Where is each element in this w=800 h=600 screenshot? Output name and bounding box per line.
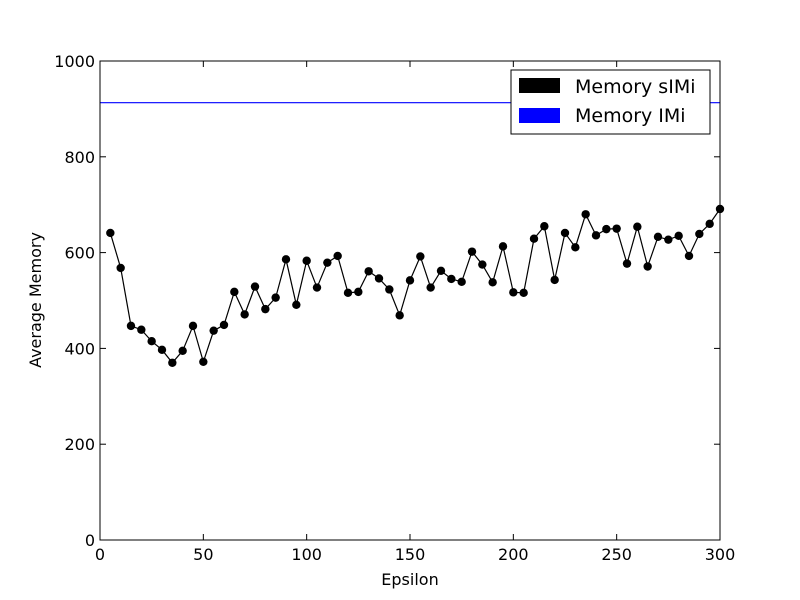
data-point <box>364 267 373 276</box>
data-point <box>168 358 177 367</box>
data-point <box>529 234 539 243</box>
data-point <box>188 321 198 331</box>
data-point <box>478 260 487 269</box>
data-point <box>591 231 601 240</box>
data-point <box>612 224 621 233</box>
legend-swatch-imi <box>519 108 560 123</box>
data-point <box>374 274 384 283</box>
y-tick-label: 0 <box>85 531 95 550</box>
y-tick-label: 400 <box>64 339 95 358</box>
data-point <box>602 224 611 234</box>
data-point <box>302 256 311 265</box>
x-tick-label: 100 <box>291 545 322 564</box>
data-point <box>622 259 632 268</box>
x-tick-label: 0 <box>95 545 105 564</box>
data-point <box>643 262 652 271</box>
x-tick-label: 250 <box>601 545 632 564</box>
data-point <box>137 325 146 334</box>
data-point <box>147 337 156 346</box>
data-point <box>385 285 394 294</box>
data-point <box>467 247 477 256</box>
data-point <box>633 222 642 231</box>
y-tick-label: 200 <box>64 435 95 454</box>
data-point <box>405 276 415 285</box>
data-point <box>209 326 218 335</box>
x-tick-label: 150 <box>395 545 426 564</box>
y-axis-label: Average Memory <box>26 232 45 368</box>
data-point <box>395 311 404 320</box>
y-tick-label: 800 <box>64 148 95 167</box>
data-point <box>178 346 187 355</box>
data-point <box>695 229 704 239</box>
data-point <box>106 228 115 238</box>
x-axis-label: Epsilon <box>381 570 438 589</box>
legend-swatch-simi <box>519 78 560 93</box>
series-line-0 <box>109 208 721 364</box>
data-point <box>426 283 435 292</box>
y-tick-label: 600 <box>64 244 95 263</box>
data-point <box>240 310 249 319</box>
legend-label-imi: Memory IMi <box>575 105 686 127</box>
data-point <box>261 304 270 314</box>
data-point <box>447 274 456 284</box>
data-point <box>550 275 559 285</box>
data-point <box>560 228 570 238</box>
data-point <box>199 357 208 367</box>
data-point <box>343 288 353 298</box>
plot-area <box>100 102 725 367</box>
legend: Memory sIMi Memory IMi <box>510 69 711 135</box>
data-point <box>684 251 694 261</box>
x-tick-label: 200 <box>498 545 529 564</box>
data-point <box>705 219 714 229</box>
data-point <box>509 288 518 297</box>
y-tick-label: 1000 <box>54 52 95 71</box>
y-axis: 0 200 400 600 800 1000 <box>54 52 720 550</box>
data-point <box>571 243 580 252</box>
data-point <box>581 210 590 219</box>
data-point <box>292 300 301 310</box>
data-point <box>436 266 446 276</box>
data-point <box>126 321 136 331</box>
data-point <box>457 277 466 287</box>
data-point <box>323 258 332 267</box>
data-point <box>416 252 425 261</box>
data-point <box>230 287 239 297</box>
data-point <box>674 231 683 241</box>
data-point <box>519 288 528 298</box>
data-point <box>250 282 260 291</box>
x-axis: 0 50 100 150 200 250 300 <box>95 61 735 564</box>
legend-label-simi: Memory sIMi <box>575 76 696 98</box>
data-point <box>488 278 497 287</box>
data-point <box>271 293 280 302</box>
data-point <box>116 263 125 273</box>
data-point <box>653 232 663 241</box>
data-point <box>157 345 167 355</box>
data-point <box>354 287 363 297</box>
data-point <box>540 222 549 231</box>
data-point <box>333 251 342 261</box>
data-point <box>312 283 322 292</box>
data-point <box>498 242 508 251</box>
x-tick-label: 300 <box>705 545 736 564</box>
x-tick-label: 50 <box>193 545 213 564</box>
data-point <box>664 235 673 244</box>
data-point <box>281 255 291 264</box>
data-point <box>219 320 229 330</box>
